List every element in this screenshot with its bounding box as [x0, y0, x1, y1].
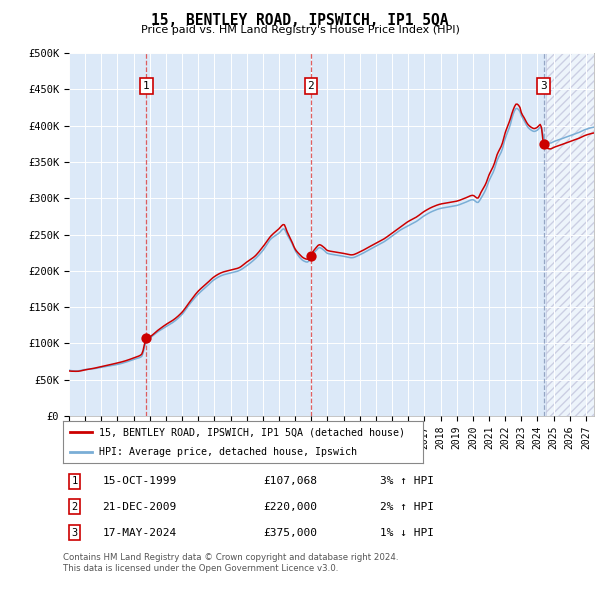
- Text: £107,068: £107,068: [263, 476, 317, 486]
- Text: 21-DEC-2009: 21-DEC-2009: [103, 502, 177, 512]
- Text: 2: 2: [307, 81, 314, 91]
- Bar: [545, 53, 594, 416]
- Text: Price paid vs. HM Land Registry's House Price Index (HPI): Price paid vs. HM Land Registry's House …: [140, 25, 460, 35]
- Text: 1: 1: [143, 81, 150, 91]
- Text: Contains HM Land Registry data © Crown copyright and database right 2024.: Contains HM Land Registry data © Crown c…: [63, 553, 398, 562]
- Text: 15, BENTLEY ROAD, IPSWICH, IP1 5QA: 15, BENTLEY ROAD, IPSWICH, IP1 5QA: [151, 13, 449, 28]
- Text: 15-OCT-1999: 15-OCT-1999: [103, 476, 177, 486]
- Text: £220,000: £220,000: [263, 502, 317, 512]
- Text: 2% ↑ HPI: 2% ↑ HPI: [380, 502, 434, 512]
- Text: 3% ↑ HPI: 3% ↑ HPI: [380, 476, 434, 486]
- Text: 3: 3: [71, 527, 78, 537]
- Text: This data is licensed under the Open Government Licence v3.0.: This data is licensed under the Open Gov…: [63, 564, 338, 573]
- Text: HPI: Average price, detached house, Ipswich: HPI: Average price, detached house, Ipsw…: [99, 447, 357, 457]
- Point: [306, 251, 316, 261]
- Bar: [545, 53, 594, 416]
- Text: 1% ↓ HPI: 1% ↓ HPI: [380, 527, 434, 537]
- Text: 2: 2: [71, 502, 78, 512]
- Point: [142, 333, 151, 343]
- Text: 3: 3: [540, 81, 547, 91]
- Text: 15, BENTLEY ROAD, IPSWICH, IP1 5QA (detached house): 15, BENTLEY ROAD, IPSWICH, IP1 5QA (deta…: [99, 427, 405, 437]
- Text: 17-MAY-2024: 17-MAY-2024: [103, 527, 177, 537]
- Point: [539, 139, 548, 149]
- Text: 1: 1: [71, 476, 78, 486]
- Text: £375,000: £375,000: [263, 527, 317, 537]
